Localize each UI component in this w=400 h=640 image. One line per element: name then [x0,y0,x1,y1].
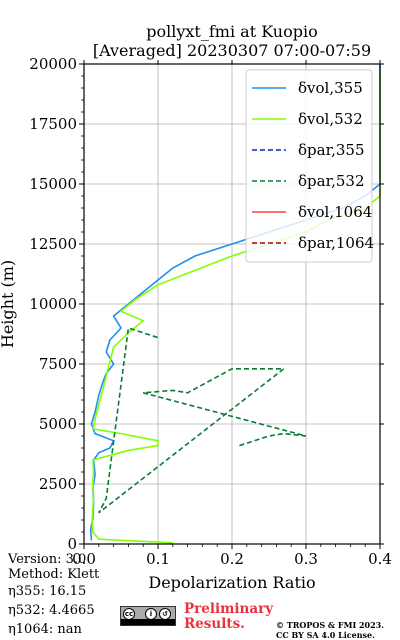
method-text: Method: Klett [8,567,100,582]
copyright-notice: © TROPOS & FMI 2023. CC BY SA 4.0 Licens… [276,620,384,640]
legend-label-par1064: δpar,1064 [298,234,374,252]
series-line-par532 [98,326,307,514]
chart-subtitle: [Averaged] 20230307 07:00-07:59 [92,41,372,60]
y-tick-label: 2500 [39,475,77,493]
legend-label-par355: δpar,355 [298,141,365,159]
y-tick-label: 7500 [39,355,77,373]
preliminary-line1: Preliminary [184,601,274,617]
x-tick-label: 0.4 [368,550,392,568]
chart-title: pollyxt_fmi at Kuopio [146,22,318,41]
preliminary-line2: Results. [184,616,245,632]
x-tick-label: 0.0 [72,550,96,568]
x-tick-label: 0.1 [146,550,170,568]
x-tick-label: 0.2 [220,550,244,568]
y-axis-label: Height (m) [0,260,17,348]
x-tick-label: 0.3 [294,550,318,568]
y-tick-label: 17500 [29,115,77,133]
y-tick-label: 12500 [29,235,77,253]
ticks-layer: 0.0 0.1 0.2 0.3 0.4 0 2500 5000 7500 10000 12500 15… [29,55,392,568]
eta355-text: η355: 16.15 [8,584,87,599]
preliminary-label: Preliminary Results. [184,602,273,632]
legend-box [245,69,373,263]
y-tick-label: 15000 [29,175,77,193]
legend: δvol,355 δvol,532 δpar,355 δpar,532 δvol,106… [245,69,374,263]
legend-label-vol532: δvol,532 [298,110,363,128]
eta532-text: η532: 4.4665 [8,603,95,618]
y-tick-label: 20000 [29,55,77,73]
cc-by-sa-icon: cc i ↺ [120,606,176,626]
eta1064-text: η1064: nan [8,622,82,637]
x-axis-label: Depolarization Ratio [148,573,315,592]
legend-label-vol355: δvol,355 [298,79,363,97]
legend-label-par532: δpar,532 [298,172,365,190]
y-tick-label: 0 [67,535,77,553]
copyright-line2: CC BY SA 4.0 License. [276,630,375,640]
copyright-line1: © TROPOS & FMI 2023. [276,620,385,630]
legend-label-vol1064: δvol,1064 [298,203,372,221]
y-tick-label: 10000 [29,295,77,313]
version-text: Version: 3.0 [8,552,87,567]
y-tick-label: 5000 [39,415,77,433]
